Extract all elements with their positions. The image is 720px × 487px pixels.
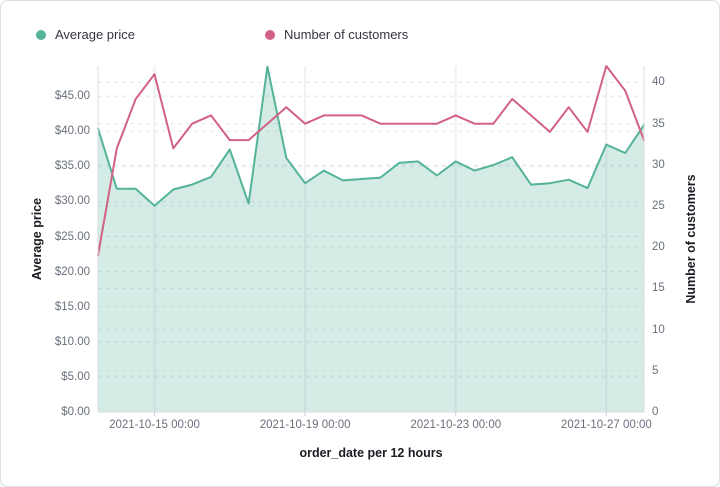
y-left-axis-title: Average price (30, 197, 44, 281)
y-right-tick-label: 20 (652, 241, 665, 254)
y-left-tick-label: $35.00 (54, 160, 90, 173)
y-right-tick-label: 15 (652, 282, 665, 295)
y-left-tick-label: $5.00 (61, 370, 90, 383)
y-left-tick-label: $30.00 (54, 195, 90, 208)
y-right-tick-label: 35 (652, 117, 665, 130)
x-tick-label: 2021-10-23 00:00 (410, 419, 502, 431)
chart-legend: Average price Number of customers (1, 1, 719, 51)
legend-label-average-price: Average price (55, 27, 135, 42)
legend-dot-average-price-icon (36, 29, 46, 40)
y-right-tick-label: 10 (652, 323, 665, 336)
y-right-tick-label: 25 (652, 200, 665, 213)
y-right-tick-label: 40 (652, 76, 665, 89)
y-left-tick-label: $10.00 (54, 335, 90, 348)
legend-item-average-price[interactable]: Average price (36, 27, 135, 42)
y-right-tick-label: 5 (652, 364, 659, 377)
legend-item-number-of-customers[interactable]: Number of customers (265, 27, 408, 42)
y-left-tick-label: $40.00 (54, 125, 90, 138)
average-price-line (97, 65, 645, 207)
y-left-tick-label: $0.00 (61, 406, 90, 418)
number-of-customers-line (97, 65, 645, 257)
x-tick-label: 2021-10-27 00:00 (560, 419, 652, 431)
x-tick-label: 2021-10-15 00:00 (109, 419, 200, 431)
y-left-tick-label: $15.00 (54, 300, 90, 313)
y-right-tick-label: 30 (652, 158, 665, 171)
x-axis-title: order_date per 12 hours (299, 446, 443, 460)
legend-label-number-of-customers: Number of customers (284, 27, 409, 42)
x-tick-label: 2021-10-19 00:00 (259, 419, 351, 431)
y-left-tick-label: $25.00 (54, 230, 90, 243)
y-right-axis-title: Number of customers (684, 174, 698, 304)
average-price-area (98, 66, 644, 412)
legend-dot-number-of-customers-icon (265, 29, 275, 40)
y-left-tick-label: $20.00 (54, 265, 90, 278)
y-right-tick-label: 0 (652, 406, 659, 418)
y-left-tick-label: $45.00 (54, 90, 90, 103)
